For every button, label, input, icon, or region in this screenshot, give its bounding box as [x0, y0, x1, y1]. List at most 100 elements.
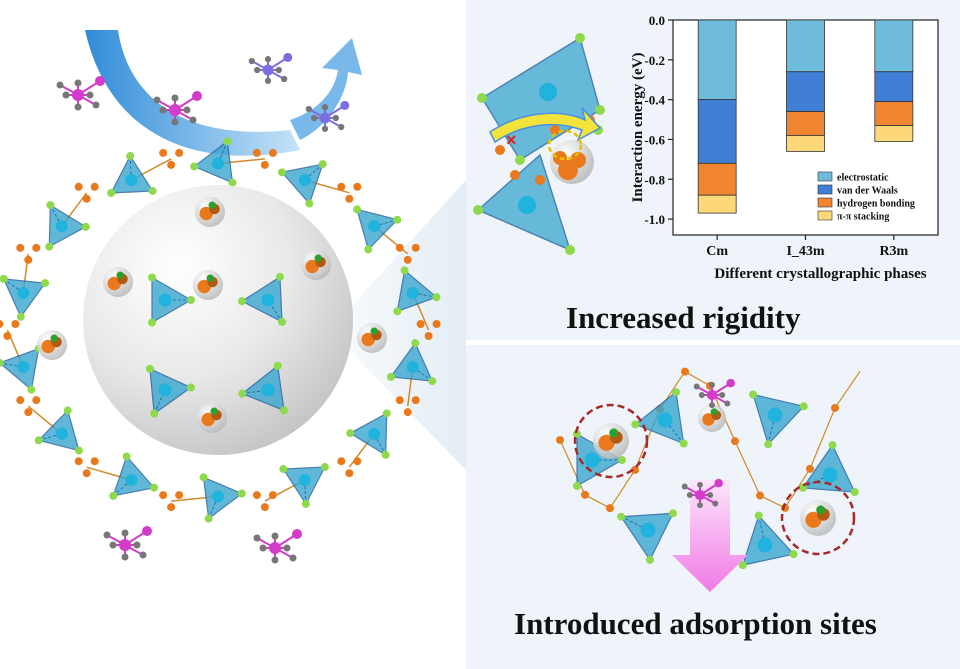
- halide-atom: [318, 160, 327, 169]
- halide-atom: [109, 491, 118, 500]
- halide-atom: [353, 205, 362, 214]
- linker-atom: [74, 457, 83, 466]
- legend-swatch: [817, 197, 833, 208]
- metal-atom: [158, 293, 172, 307]
- linker-atom: [74, 182, 83, 191]
- metal-atom: [55, 220, 68, 233]
- halide-atom: [386, 372, 395, 381]
- legend-swatch: [817, 184, 833, 195]
- halide-atom: [273, 361, 282, 370]
- legend-label: π-π stacking: [837, 212, 889, 223]
- adsorption-site-ring: [780, 480, 856, 556]
- halide-atom: [275, 272, 284, 281]
- halide-atom: [238, 297, 247, 306]
- halide-atom: [148, 318, 156, 327]
- linker-atom: [16, 243, 25, 252]
- release-arrow-head-icon: [290, 38, 362, 140]
- bar-segment: [874, 101, 914, 126]
- linker-atom: [175, 148, 184, 157]
- linker-atom: [16, 396, 25, 405]
- metal-atom: [368, 220, 381, 233]
- metal-atom: [261, 383, 275, 397]
- legend-label: van der Waals: [837, 186, 898, 197]
- metal-atom: [55, 427, 68, 440]
- linker-atom: [353, 457, 362, 466]
- metal-atom: [406, 361, 419, 374]
- x-tick-label: R3m: [879, 244, 908, 259]
- linker-atom: [32, 396, 41, 405]
- halide-atom: [618, 456, 626, 464]
- halide-atom: [346, 429, 355, 438]
- linker-atom: [82, 194, 91, 203]
- linker-atom: [167, 503, 176, 512]
- adsorption-structure: [556, 367, 861, 592]
- linker-atom: [260, 503, 269, 512]
- bar-segment: [697, 99, 737, 164]
- bar-segment: [786, 71, 825, 112]
- bar-segment: [786, 19, 825, 73]
- halide-atom: [16, 312, 25, 321]
- bar-segment: [874, 125, 914, 142]
- halide-atom: [186, 383, 195, 392]
- blocked-cross-icon: ×: [506, 130, 517, 150]
- halide-atom: [45, 242, 54, 251]
- metal-atom: [657, 412, 673, 428]
- halide-atom: [204, 514, 213, 523]
- y-tick-label: -0.2: [644, 53, 665, 68]
- halide-atom: [187, 296, 195, 304]
- bar-segment: [874, 71, 914, 103]
- halide-atom: [148, 186, 157, 195]
- linker-atom: [395, 396, 404, 405]
- interaction-energy-chart: 0.0 -0.2 -0.4 -0.6 -0.8 -1.0 Cm I_43m R3m Differe…: [630, 13, 939, 282]
- metal-atom: [158, 383, 172, 397]
- linker-atom: [353, 182, 362, 191]
- linker-atom: [24, 408, 33, 417]
- metal-atom: [368, 427, 381, 440]
- y-tick-label: -1.0: [644, 212, 665, 227]
- y-axis-label: Interaction energy (eV): [630, 53, 646, 203]
- linker-atom: [403, 255, 412, 264]
- halide-atom: [764, 440, 773, 449]
- linker-atom: [403, 408, 412, 417]
- linker-atom: [159, 491, 168, 500]
- halide-atom: [34, 436, 43, 445]
- zoom-beam: [330, 180, 466, 470]
- x-tick-label: Cm: [706, 244, 728, 259]
- linker-atom: [11, 320, 20, 328]
- linker-atom: [424, 332, 433, 340]
- linker-atom: [252, 491, 261, 500]
- halide-atom: [738, 561, 747, 570]
- halide-atom: [411, 339, 420, 348]
- halide-atom: [277, 168, 286, 177]
- rotation-arrow-icon: [489, 107, 602, 144]
- halide-atom: [41, 279, 50, 288]
- halide-atom: [850, 488, 859, 497]
- bar-segment: [786, 135, 825, 152]
- halide-atom: [393, 307, 402, 316]
- legend-swatch: [817, 210, 833, 221]
- release-arrow-icon: [85, 30, 300, 156]
- linker-atom: [159, 148, 168, 157]
- halide-atom: [148, 273, 156, 282]
- linker-atom: [82, 469, 91, 478]
- halide-atom: [122, 452, 131, 461]
- halide-atom: [145, 364, 154, 373]
- halide-atom: [432, 293, 441, 302]
- halide-atom: [828, 441, 837, 450]
- halide-atom: [190, 162, 199, 171]
- linker-atom: [395, 243, 404, 252]
- pore-sphere: [83, 185, 353, 455]
- bar-segment: [697, 194, 737, 214]
- inner-tetrahedra: [145, 272, 289, 418]
- linker-atom: [90, 457, 99, 466]
- legend-label: electrostatic: [837, 173, 889, 184]
- bar-segment: [874, 19, 914, 73]
- metal-atom: [212, 157, 224, 170]
- metal-atom: [17, 361, 30, 374]
- halide-atom: [631, 420, 640, 429]
- metal-atom: [640, 522, 656, 538]
- bar-segment: [697, 19, 737, 101]
- linker-atom: [90, 182, 99, 191]
- linker-atom: [411, 243, 420, 252]
